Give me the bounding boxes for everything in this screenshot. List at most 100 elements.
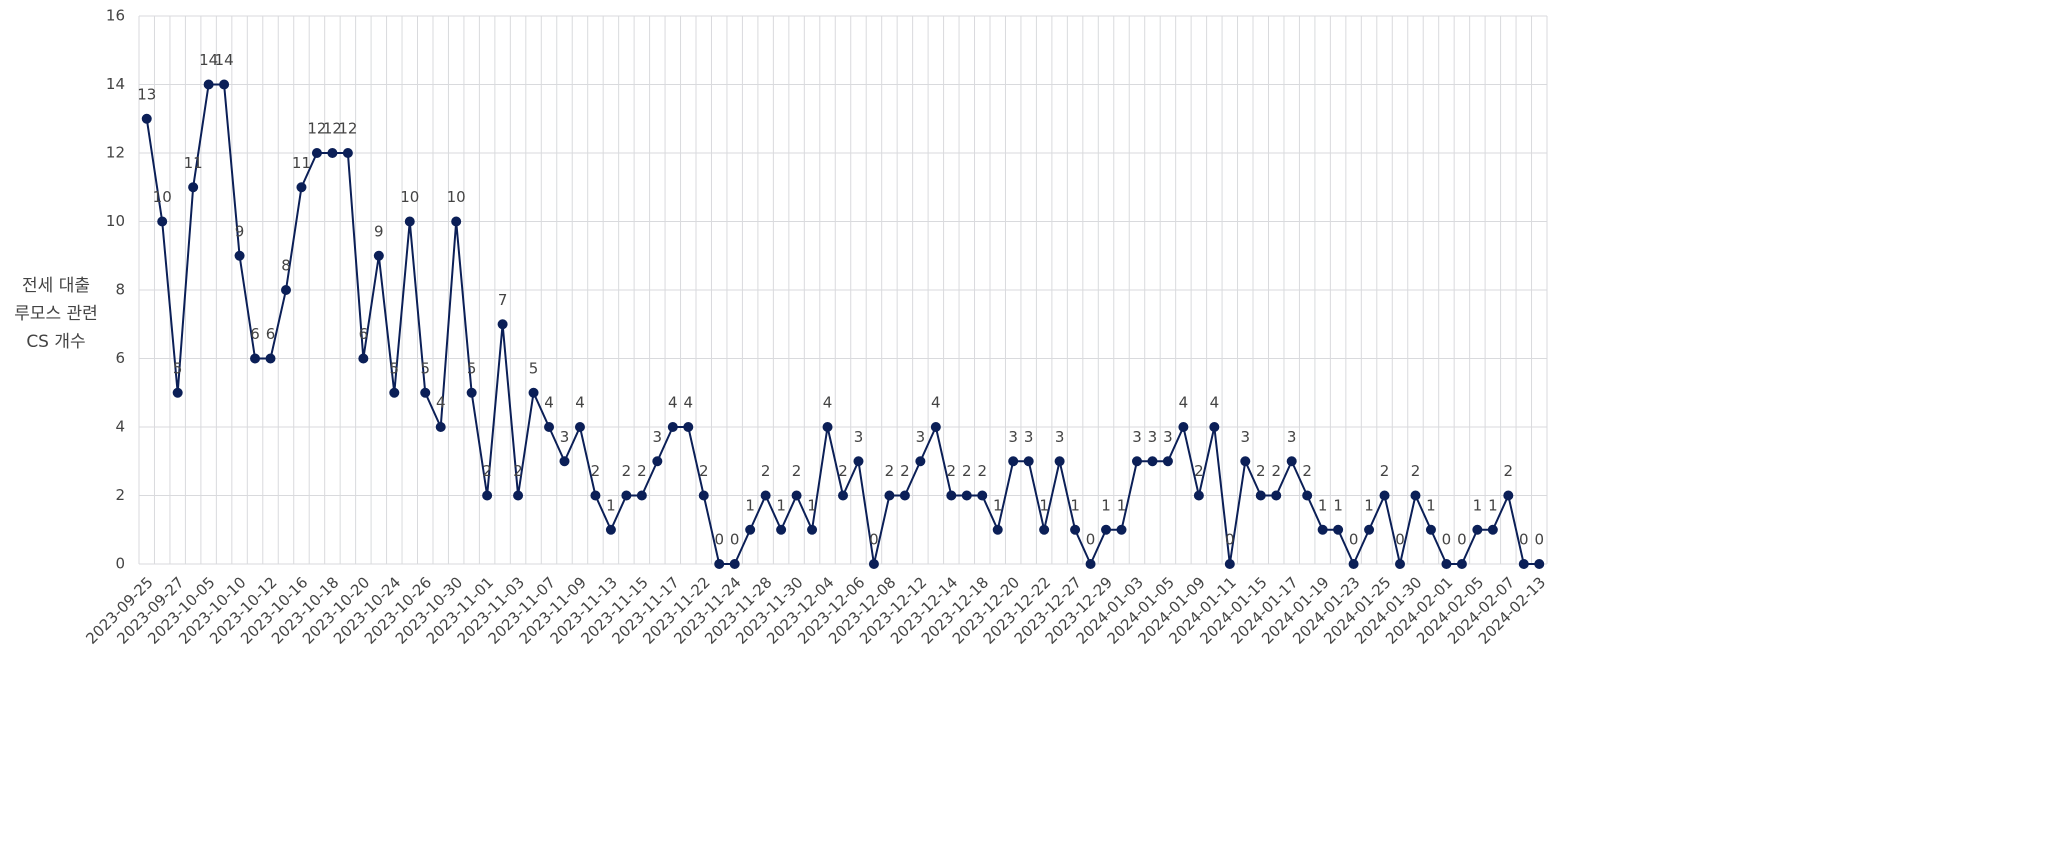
marker [822, 422, 833, 432]
marker [1364, 524, 1375, 535]
marker [234, 250, 245, 261]
data-label: 1 [1333, 496, 1343, 514]
marker [311, 148, 322, 158]
y-axis-label-line: 루모스 관련 [14, 304, 98, 324]
data-label: 6 [266, 325, 276, 343]
data-label: 1 [807, 496, 817, 514]
data-label: 3 [1008, 428, 1018, 446]
marker [1224, 559, 1235, 569]
data-label: 4 [684, 394, 694, 412]
marker [1193, 490, 1204, 501]
data-label: 2 [962, 462, 972, 480]
marker [296, 182, 307, 193]
marker [1054, 456, 1065, 467]
data-label: 5 [529, 359, 539, 377]
marker [1503, 490, 1514, 501]
data-label: 12 [338, 120, 357, 138]
data-label: 4 [575, 394, 585, 412]
data-label: 14 [199, 51, 218, 69]
marker [1255, 490, 1266, 501]
data-label: 2 [482, 462, 492, 480]
marker [1379, 490, 1390, 501]
marker [729, 559, 740, 569]
marker [497, 319, 508, 330]
data-label: 0 [1519, 531, 1529, 549]
data-label: 0 [1457, 531, 1467, 549]
marker [327, 148, 338, 158]
data-label: 1 [1364, 496, 1374, 514]
y-tick-label: 16 [106, 7, 125, 25]
marker [698, 490, 709, 501]
marker [853, 456, 864, 467]
marker [1395, 559, 1406, 569]
data-label: 4 [544, 394, 554, 412]
marker [868, 559, 879, 569]
marker [961, 490, 972, 501]
marker [1101, 524, 1112, 535]
data-label: 3 [854, 428, 864, 446]
data-label: 2 [513, 462, 523, 480]
data-label: 3 [1132, 428, 1142, 446]
data-label: 4 [1210, 394, 1220, 412]
marker [838, 490, 848, 501]
y-tick-label: 6 [115, 349, 125, 367]
data-label: 0 [1442, 531, 1452, 549]
marker [404, 216, 415, 227]
marker [141, 113, 152, 124]
marker [1425, 524, 1436, 535]
data-label: 2 [947, 462, 957, 480]
data-label: 0 [1225, 531, 1235, 549]
data-label: 2 [1504, 462, 1514, 480]
y-tick-label: 0 [115, 555, 125, 573]
data-label: 2 [838, 462, 848, 480]
y-tick-label: 12 [106, 144, 125, 162]
marker [946, 490, 957, 501]
marker [1240, 456, 1251, 467]
data-label: 10 [153, 188, 172, 206]
marker [652, 456, 663, 467]
data-label: 4 [1179, 394, 1189, 412]
y-axis-label-line: CS 개수 [26, 332, 85, 352]
marker [590, 490, 601, 501]
marker [1070, 524, 1081, 535]
data-label: 5 [390, 359, 400, 377]
marker [791, 490, 802, 501]
marker [389, 387, 400, 398]
data-label: 2 [699, 462, 709, 480]
data-label: 8 [281, 257, 291, 275]
marker [992, 524, 1003, 535]
marker [1472, 524, 1483, 535]
y-tick-label: 2 [115, 486, 125, 504]
data-label: 4 [823, 394, 833, 412]
marker [219, 79, 230, 90]
data-label: 4 [668, 394, 678, 412]
y-tick-label: 4 [115, 418, 125, 436]
marker [1008, 456, 1019, 467]
data-label: 3 [1055, 428, 1065, 446]
marker [203, 79, 214, 90]
data-label: 0 [1534, 531, 1544, 549]
data-label: 1 [606, 496, 616, 514]
y-tick-label: 10 [106, 212, 125, 230]
data-label: 1 [1318, 496, 1328, 514]
marker [1116, 524, 1127, 535]
data-label: 0 [1395, 531, 1405, 549]
marker [466, 387, 477, 398]
marker [528, 387, 539, 398]
marker [667, 422, 678, 432]
data-label: 2 [637, 462, 647, 480]
marker [1085, 559, 1096, 569]
marker [280, 285, 291, 295]
marker [1039, 524, 1050, 535]
data-label: 1 [1488, 496, 1498, 514]
marker [683, 422, 694, 432]
marker [157, 216, 168, 227]
y-tick-label: 14 [106, 75, 125, 93]
marker [884, 490, 895, 501]
data-label: 0 [714, 531, 724, 549]
marker [265, 353, 276, 364]
marker [1147, 456, 1158, 467]
data-label: 2 [761, 462, 771, 480]
data-label: 2 [591, 462, 601, 480]
marker [915, 456, 926, 467]
